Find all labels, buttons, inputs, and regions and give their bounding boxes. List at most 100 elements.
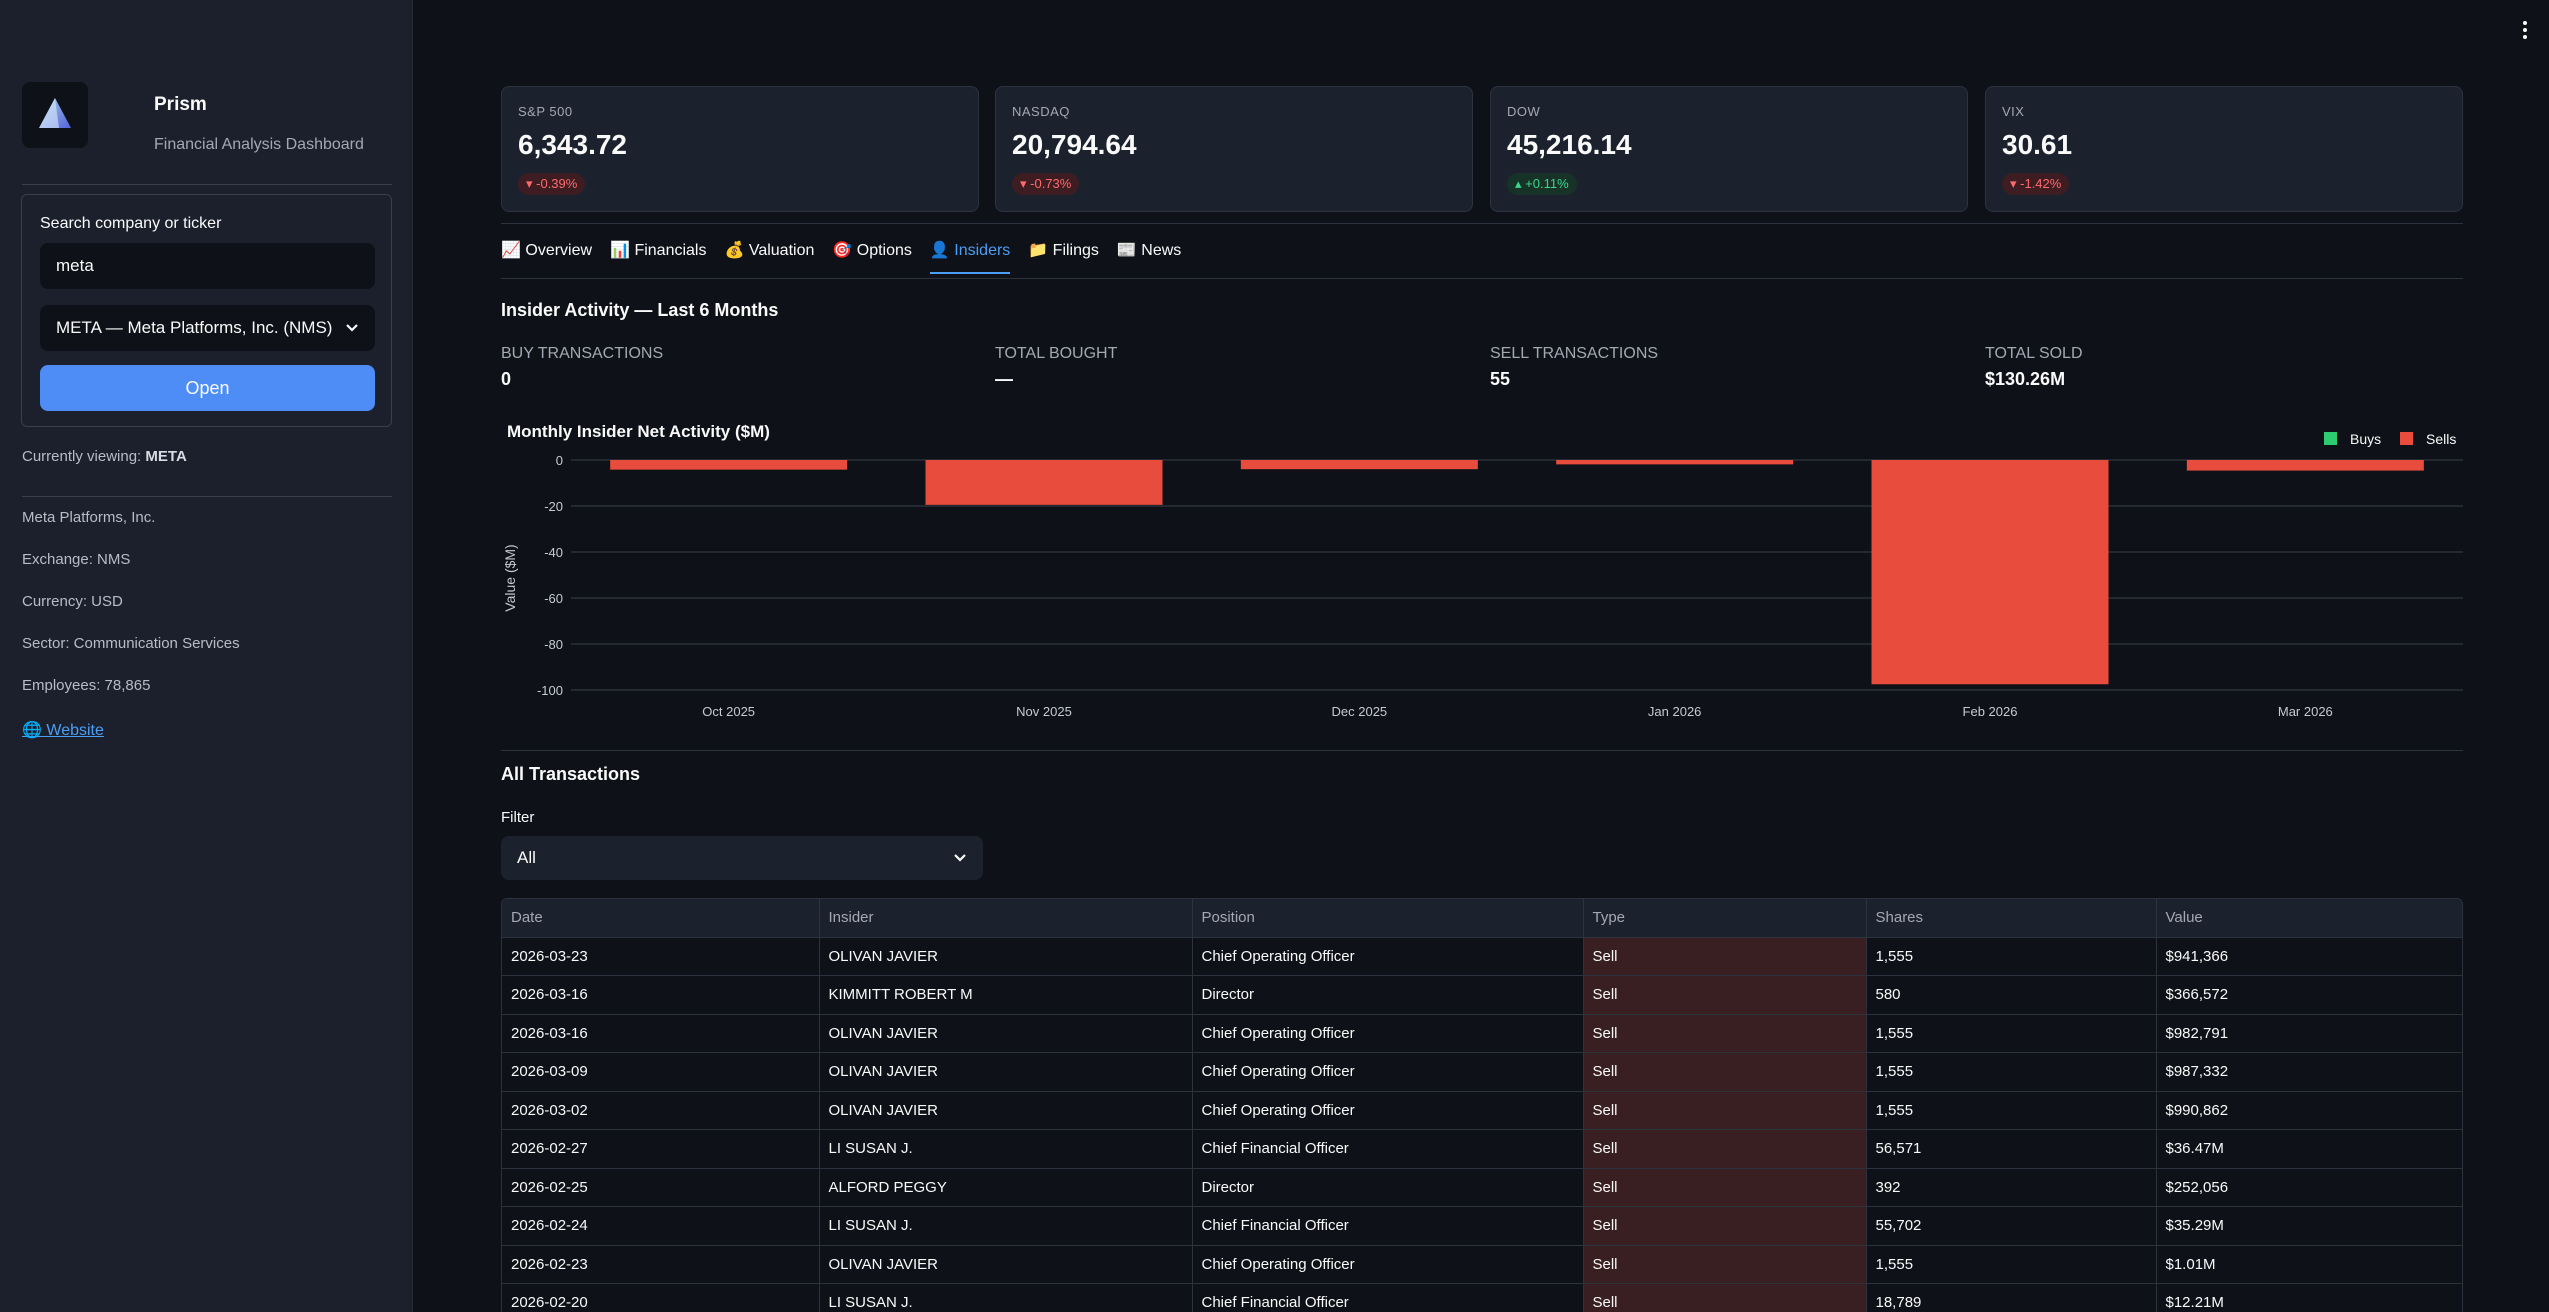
tab-news[interactable]: 📰 News xyxy=(1117,240,1181,270)
table-row[interactable]: 2026-03-16 OLIVAN JAVIER Chief Operating O… xyxy=(502,1014,2462,1053)
column-header-value[interactable]: Value xyxy=(2156,899,2462,938)
newspaper-icon: 📰 xyxy=(1116,242,1137,259)
cell-position: Chief Operating Officer xyxy=(1192,937,1584,976)
main-menu-icon[interactable] xyxy=(2515,18,2535,42)
cell-position: Chief Financial Officer xyxy=(1192,1283,1584,1312)
stat-label: BUY TRANSACTIONS xyxy=(501,345,664,362)
search-label: Search company or ticker xyxy=(40,215,222,232)
y-tick-label: 0 xyxy=(556,453,563,468)
cell-insider: LI SUSAN J. xyxy=(819,1129,1193,1169)
metric-value: 30.61 xyxy=(2002,129,2073,160)
metric-label: VIX xyxy=(2002,104,2025,119)
currency-info: Currency: USD xyxy=(22,593,123,610)
brand-subtitle: Financial Analysis Dashboard xyxy=(154,136,364,153)
company-select[interactable]: META — Meta Platforms, Inc. (NMS) xyxy=(40,305,375,351)
legend-label[interactable]: Buys xyxy=(2350,431,2381,447)
chevron-down-icon xyxy=(953,848,967,868)
cell-date: 2026-03-16 xyxy=(502,975,820,1015)
cell-shares: 1,555 xyxy=(1866,1245,2157,1284)
cell-position: Chief Financial Officer xyxy=(1192,1206,1584,1246)
cell-insider: ALFORD PEGGY xyxy=(819,1168,1193,1207)
bar-sells[interactable] xyxy=(1871,460,2109,685)
cell-shares: 1,555 xyxy=(1866,937,2157,976)
cell-type: Sell xyxy=(1583,1168,1867,1207)
tab-label: Financials xyxy=(634,242,707,259)
metric-card-nasdaq: NASDAQ 20,794.64 ▾ -0.73% xyxy=(995,86,1473,212)
cell-position: Chief Operating Officer xyxy=(1192,1052,1584,1092)
employees-info: Employees: 78,865 xyxy=(22,677,151,694)
table-row[interactable]: 2026-03-02 OLIVAN JAVIER Chief Operating O… xyxy=(502,1091,2462,1130)
cell-date: 2026-03-02 xyxy=(502,1091,820,1130)
main-content: S&P 500 6,343.72 ▾ -0.39% NASDAQ 20,794.… xyxy=(501,0,2463,1312)
tab-bar: 📈 Overview 📊 Financials 💰 Valuation 🎯 Op… xyxy=(501,240,1199,274)
cell-type: Sell xyxy=(1583,975,1867,1015)
bar-sells[interactable] xyxy=(925,460,1163,505)
table-row[interactable]: 2026-02-25 ALFORD PEGGY Director Sell 392 $25… xyxy=(502,1168,2462,1207)
bar-sells[interactable] xyxy=(1556,460,1794,465)
filter-select[interactable]: All xyxy=(501,836,983,880)
cell-value: $982,791 xyxy=(2156,1014,2462,1053)
metric-card-dow: DOW 45,216.14 ▴ +0.11% xyxy=(1490,86,1968,212)
cell-date: 2026-03-23 xyxy=(502,937,820,976)
chart-title: Monthly Insider Net Activity ($M) xyxy=(507,422,770,441)
metric-value: 20,794.64 xyxy=(1012,129,1137,160)
bar-sells[interactable] xyxy=(2186,460,2424,471)
table-row[interactable]: 2026-03-09 OLIVAN JAVIER Chief Operating O… xyxy=(502,1052,2462,1092)
cell-value: $987,332 xyxy=(2156,1052,2462,1092)
y-tick-label: -40 xyxy=(544,545,563,560)
cell-value: $35.29M xyxy=(2156,1206,2462,1246)
tab-insiders[interactable]: 👤 Insiders xyxy=(929,240,1011,274)
tab-financials[interactable]: 📊 Financials xyxy=(610,240,706,270)
legend-label[interactable]: Sells xyxy=(2426,431,2456,447)
cell-date: 2026-03-09 xyxy=(502,1052,820,1092)
chart-up-icon: 📈 xyxy=(501,242,521,259)
table-row[interactable]: 2026-02-20 LI SUSAN J. Chief Financial Off… xyxy=(502,1283,2462,1312)
cell-shares: 1,555 xyxy=(1866,1014,2157,1053)
column-header-position[interactable]: Position xyxy=(1192,899,1584,938)
table-row[interactable]: 2026-02-23 OLIVAN JAVIER Chief Operating O… xyxy=(502,1245,2462,1284)
open-button[interactable]: Open xyxy=(40,365,375,411)
cell-value: $990,862 xyxy=(2156,1091,2462,1130)
column-header-type[interactable]: Type xyxy=(1583,899,1867,938)
tab-filings[interactable]: 📁 Filings xyxy=(1028,240,1099,270)
y-tick-label: -60 xyxy=(544,591,563,606)
folder-icon: 📁 xyxy=(1028,242,1049,259)
search-input[interactable] xyxy=(40,243,375,289)
column-header-shares[interactable]: Shares xyxy=(1866,899,2157,938)
search-form: Search company or ticker META — Meta Pla… xyxy=(21,194,392,427)
market-metrics: S&P 500 6,343.72 ▾ -0.39% NASDAQ 20,794.… xyxy=(501,86,2463,212)
tab-label: Overview xyxy=(525,242,593,259)
filter-label: Filter xyxy=(501,809,535,826)
metric-label: NASDAQ xyxy=(1012,104,1070,119)
table-row[interactable]: 2026-02-27 LI SUSAN J. Chief Financial Off… xyxy=(502,1129,2462,1169)
cell-type: Sell xyxy=(1583,937,1867,976)
tab-overview[interactable]: 📈 Overview xyxy=(501,240,592,270)
cell-insider: OLIVAN JAVIER xyxy=(819,937,1193,976)
transactions-table: Date Insider Position Type Shares Value … xyxy=(501,898,2463,1312)
sidebar-divider xyxy=(22,496,392,497)
money-bag-icon: 💰 xyxy=(724,242,745,259)
cell-type: Sell xyxy=(1583,1129,1867,1169)
stat-total-bought: TOTAL BOUGHT — xyxy=(995,345,1117,390)
bar-sells[interactable] xyxy=(1240,460,1478,470)
tab-valuation[interactable]: 💰 Valuation xyxy=(724,240,814,270)
table-row[interactable]: 2026-03-16 KIMMITT ROBERT M Director Sell 58… xyxy=(502,975,2462,1015)
x-tick-label: Feb 2026 xyxy=(1963,704,2018,719)
company-select-value: META — Meta Platforms, Inc. (NMS) xyxy=(56,318,333,337)
stat-value: 55 xyxy=(1490,369,1511,389)
metric-card-vix: VIX 30.61 ▾ -1.42% xyxy=(1985,86,2463,212)
cell-date: 2026-02-27 xyxy=(502,1129,820,1169)
brand: Prism Financial Analysis Dashboard xyxy=(22,82,364,153)
tab-options[interactable]: 🎯 Options xyxy=(832,240,912,270)
website-link[interactable]: 🌐 Website xyxy=(22,722,104,739)
bar-sells[interactable] xyxy=(610,460,848,470)
website-label: Website xyxy=(46,722,104,739)
table-row[interactable]: 2026-03-23 OLIVAN JAVIER Chief Operating O… xyxy=(502,937,2462,976)
cell-insider: OLIVAN JAVIER xyxy=(819,1091,1193,1130)
bar-chart-icon: 📊 xyxy=(610,242,630,259)
insider-section-title: Insider Activity — Last 6 Months xyxy=(501,300,779,320)
column-header-insider[interactable]: Insider xyxy=(819,899,1193,938)
table-row[interactable]: 2026-02-24 LI SUSAN J. Chief Financial Off… xyxy=(502,1206,2462,1246)
x-tick-label: Jan 2026 xyxy=(1648,704,1702,719)
column-header-date[interactable]: Date xyxy=(502,899,820,938)
